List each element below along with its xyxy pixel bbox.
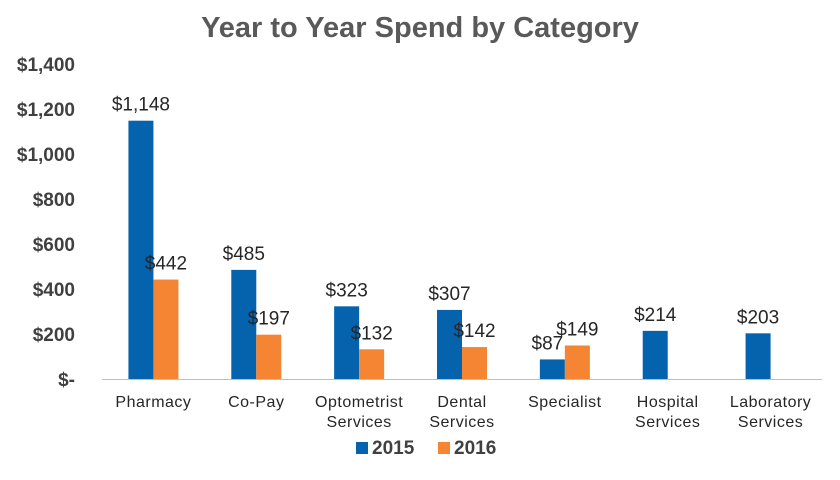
x-tick-label: Specialist <box>528 394 602 411</box>
data-label-2015: $307 <box>428 284 470 305</box>
data-label-2015: $203 <box>737 307 779 328</box>
legend: 2015 2016 <box>356 438 496 459</box>
data-labels: $1,148 $485 $323 $307 $87 $214 $203 $442 $197 $13… <box>112 95 779 355</box>
bar-2016 <box>564 345 590 379</box>
y-tick-label: $800 <box>33 190 75 211</box>
y-tick-label: $1,200 <box>17 100 75 121</box>
bar-2015 <box>437 309 462 379</box>
y-tick-label: $200 <box>33 325 75 346</box>
x-tick-label: Optometrist Services <box>315 394 403 431</box>
data-label-2015: $214 <box>634 305 677 326</box>
x-tick-label: Laboratory Services <box>730 394 812 431</box>
data-label-2016: $132 <box>351 323 393 344</box>
bar-2016 <box>359 349 385 379</box>
x-axis: Pharmacy Co-Pay Optometrist Services Dental S… <box>115 394 812 431</box>
legend-swatch-2015 <box>356 442 368 454</box>
x-tick-label: Pharmacy <box>115 394 191 411</box>
y-tick-label: $- <box>58 370 75 391</box>
legend-label-2015: 2015 <box>372 438 415 459</box>
data-label-2016: $442 <box>145 254 187 275</box>
y-tick-label: $1,400 <box>17 55 75 76</box>
bars <box>128 120 771 379</box>
bar-2015 <box>231 269 257 379</box>
data-label-2015: $87 <box>532 333 564 354</box>
y-axis: $- $200 $400 $600 $800 $1,000 $1,200 $1,400 <box>17 55 75 391</box>
chart-title: Year to Year Spend by Category <box>201 12 639 44</box>
y-tick-label: $600 <box>33 235 75 256</box>
x-tick-label: Co-Pay <box>228 394 284 411</box>
y-tick-label: $400 <box>33 280 75 301</box>
bar-2016 <box>153 279 179 379</box>
data-label-2016: $197 <box>248 309 290 330</box>
x-tick-label: Dental Services <box>429 394 494 431</box>
legend-swatch-2016 <box>438 442 450 454</box>
data-label-2015: $485 <box>223 244 265 265</box>
x-tick-label: Hospital Services <box>635 394 700 431</box>
bar-2015 <box>334 306 360 379</box>
bar-2016 <box>462 347 487 379</box>
data-label-2016: $142 <box>453 321 495 342</box>
legend-label-2016: 2016 <box>454 438 496 459</box>
y-tick-label: $1,000 <box>17 145 75 166</box>
bar-2015 <box>745 333 771 379</box>
data-label-2015: $1,148 <box>112 95 170 116</box>
bar-2015 <box>642 330 668 379</box>
data-label-2015: $323 <box>326 280 368 301</box>
data-label-2016: $149 <box>556 319 598 340</box>
bar-2016 <box>256 334 282 379</box>
bar-2015 <box>539 359 565 379</box>
bar-2015 <box>128 120 154 379</box>
